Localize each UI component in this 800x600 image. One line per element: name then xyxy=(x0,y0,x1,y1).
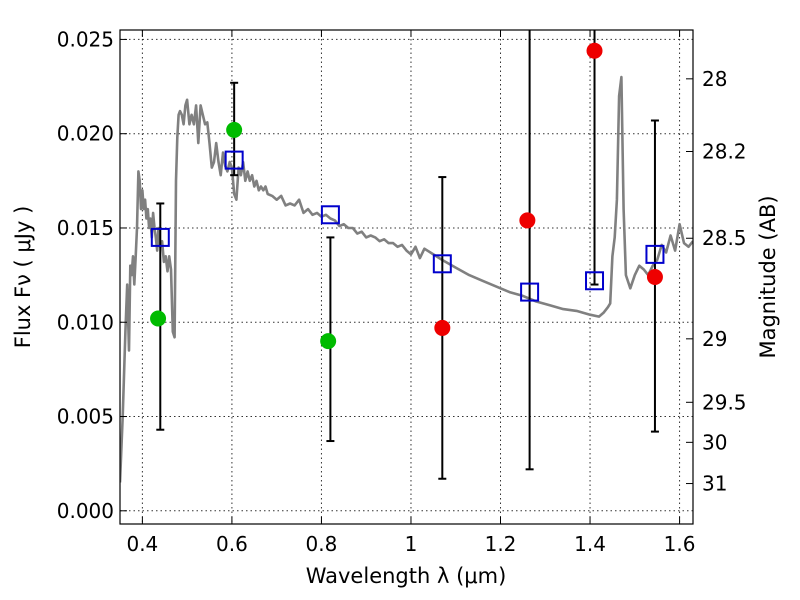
model-photometry-point xyxy=(520,282,540,302)
model-photometry-point xyxy=(224,150,244,170)
upper-limit-point xyxy=(646,269,663,285)
detection-point xyxy=(150,310,167,327)
magnitude-tick-label: 28.5 xyxy=(702,226,747,250)
errorbar-layer xyxy=(156,30,659,480)
y-tick-label: 0.005 xyxy=(57,405,114,429)
upper-limit-point xyxy=(434,319,451,336)
model-photometry-point xyxy=(585,271,605,291)
x-tick-label: 1.6 xyxy=(664,532,696,556)
x-tick-label: 1.4 xyxy=(574,532,606,556)
detection-point xyxy=(320,333,337,350)
y-tick-labels: 0.000 0.005 0.010 0.015 0.020 0.025 xyxy=(57,27,114,522)
model-photometry-point xyxy=(320,205,340,225)
model-photometry-point xyxy=(150,227,170,247)
magnitude-tick-label: 30 xyxy=(702,430,727,454)
magnitude-tick-label: 31 xyxy=(702,472,727,496)
magnitude-tick-label: 28 xyxy=(702,67,727,91)
magnitude-axis-label: Magnitude (AB) xyxy=(756,195,780,358)
upper-limit-point xyxy=(519,212,536,229)
magnitude-tick-label: 29.5 xyxy=(702,390,747,414)
x-tick-labels: 0.4 0.6 0.8 1 1.2 1.4 1.6 xyxy=(126,532,695,556)
model-photometry-point xyxy=(645,244,665,264)
x-tick-label: 1.2 xyxy=(485,532,517,556)
upper-limit-point xyxy=(586,42,603,59)
x-axis-label: Wavelength λ (μm) xyxy=(306,564,507,588)
magnitude-tick-label: 29 xyxy=(702,327,727,351)
template-spectrum-layer xyxy=(120,75,693,483)
y-tick-label: 0.015 xyxy=(57,216,114,240)
detection-points-layer xyxy=(150,121,337,350)
model-photometry-layer xyxy=(150,150,665,302)
detection-point xyxy=(226,121,243,138)
y-tick-label: 0.000 xyxy=(57,499,114,523)
y-tick-label: 0.025 xyxy=(57,27,114,51)
model-photometry-point xyxy=(432,254,452,274)
x-tick-label: 1 xyxy=(405,532,418,556)
axis-ticks xyxy=(120,30,693,524)
y-tick-label: 0.020 xyxy=(57,122,114,146)
x-tick-label: 0.4 xyxy=(126,532,158,556)
upper-limit-points-layer xyxy=(434,42,663,336)
y-axis-label: Flux Fν ( μJy ) xyxy=(11,206,35,349)
plot-frame xyxy=(119,29,694,525)
template-spectrum-line xyxy=(120,75,693,483)
x-tick-label: 0.8 xyxy=(306,532,338,556)
magnitude-tick-label: 28.2 xyxy=(702,140,747,164)
magnitude-tick-labels: 28 28.2 28.5 29 29.5 30 31 xyxy=(702,67,747,496)
y-tick-label: 0.010 xyxy=(57,310,114,334)
grid-lines xyxy=(120,30,693,524)
x-tick-label: 0.6 xyxy=(216,532,248,556)
